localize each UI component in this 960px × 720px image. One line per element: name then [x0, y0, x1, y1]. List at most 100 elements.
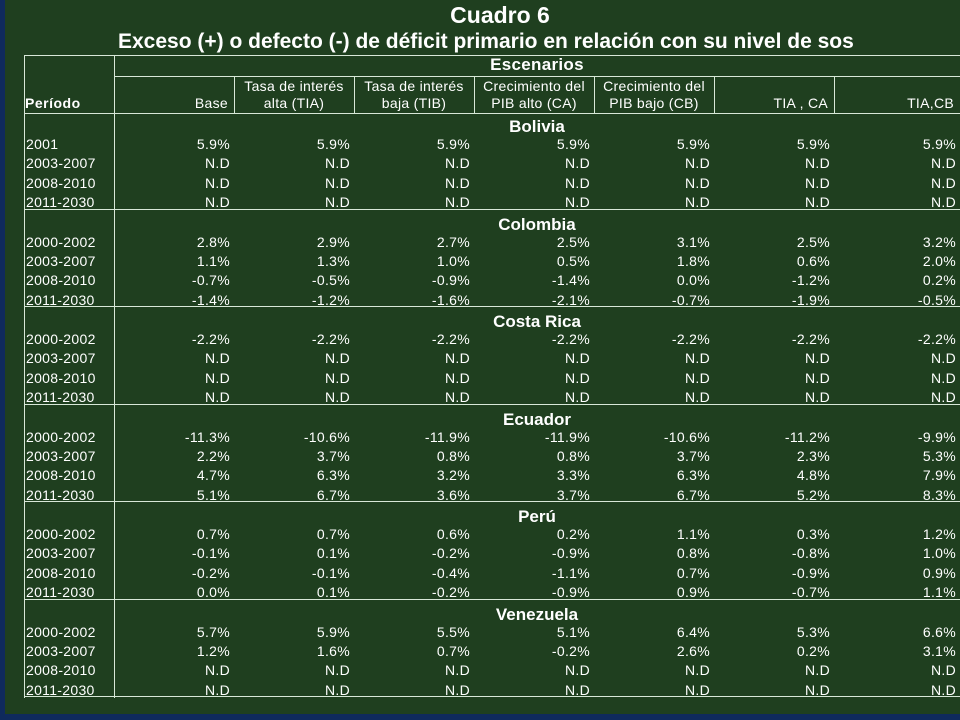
- value-cell: N.D: [564, 389, 590, 406]
- value-cell: -0.9%: [551, 545, 590, 562]
- value-cell: 8.3%: [922, 486, 956, 503]
- value-cell: -0.4%: [431, 564, 470, 581]
- value-cell: 4.7%: [196, 467, 230, 484]
- value-cell: -2.2%: [431, 331, 470, 347]
- period-cell: 2000-2002: [26, 331, 96, 347]
- value-cell: 0.9%: [676, 584, 710, 601]
- value-cell: N.D: [930, 194, 956, 211]
- value-cell: N.D: [930, 155, 956, 172]
- value-cell: -0.1%: [191, 545, 230, 562]
- column-header-line2: PIB bajo (CB): [609, 95, 699, 111]
- value-cell: -0.7%: [671, 291, 710, 308]
- value-cell: 5.9%: [556, 136, 590, 152]
- value-cell: -11.3%: [184, 428, 230, 445]
- value-cell: -0.5%: [311, 272, 350, 289]
- period-cell: 2011-2030: [26, 584, 95, 601]
- value-cell: 0.7%: [196, 526, 230, 542]
- value-cell: 1.2%: [922, 526, 956, 542]
- country-heading: Ecuador: [502, 409, 572, 429]
- value-cell: -0.7%: [191, 272, 230, 289]
- value-cell: -2.1%: [551, 291, 590, 308]
- value-cell: N.D: [684, 389, 710, 406]
- value-cell: N.D: [564, 369, 590, 386]
- value-cell: N.D: [324, 194, 350, 211]
- period-cell: 2011-2030: [26, 194, 95, 211]
- value-cell: 5.2%: [796, 486, 830, 503]
- value-cell: N.D: [444, 662, 470, 679]
- value-cell: 5.9%: [796, 136, 830, 152]
- value-cell: -0.9%: [431, 272, 470, 289]
- value-cell: 6.3%: [676, 467, 710, 484]
- header-bottom-border: [24, 113, 960, 114]
- value-cell: N.D: [804, 194, 830, 211]
- value-cell: 6.6%: [922, 623, 956, 640]
- value-cell: 0.7%: [676, 564, 710, 581]
- value-cell: N.D: [684, 194, 710, 211]
- value-cell: N.D: [204, 350, 230, 367]
- value-cell: 3.3%: [556, 467, 590, 484]
- value-cell: 2.5%: [796, 233, 830, 250]
- section-separator: [24, 209, 960, 210]
- value-cell: N.D: [324, 155, 350, 172]
- period-cell: 2001: [26, 136, 59, 152]
- column-header-line2: baja (TIB): [381, 95, 447, 111]
- value-cell: 5.1%: [556, 623, 590, 640]
- period-cell: 2003-2007: [26, 252, 96, 269]
- value-cell: -2.2%: [917, 331, 956, 347]
- value-cell: -0.9%: [791, 564, 830, 581]
- value-cell: 1.1%: [922, 584, 956, 601]
- value-cell: 0.1%: [316, 584, 350, 601]
- value-cell: 7.9%: [922, 467, 956, 484]
- value-cell: N.D: [804, 662, 830, 679]
- value-cell: 5.3%: [796, 623, 830, 640]
- table-subtitle: Exceso (+) o defecto (-) de déficit prim…: [118, 30, 854, 53]
- value-cell: N.D: [444, 155, 470, 172]
- period-cell: 2008-2010: [26, 662, 96, 679]
- period-cell: 2011-2030: [26, 389, 95, 406]
- value-cell: N.D: [204, 662, 230, 679]
- value-cell: 5.9%: [316, 623, 350, 640]
- value-cell: 0.0%: [676, 272, 710, 289]
- value-cell: -11.2%: [784, 428, 830, 445]
- value-cell: N.D: [804, 350, 830, 367]
- period-cell: 2000-2002: [26, 233, 96, 250]
- value-cell: 0.2%: [922, 272, 956, 289]
- value-cell: -0.5%: [917, 291, 956, 308]
- period-cell: 2003-2007: [26, 642, 96, 659]
- value-cell: -0.8%: [791, 545, 830, 562]
- header-col-divider: [834, 77, 835, 113]
- value-cell: N.D: [444, 389, 470, 406]
- value-cell: 6.4%: [676, 623, 710, 640]
- value-cell: 3.1%: [676, 233, 710, 250]
- value-cell: 5.9%: [922, 136, 956, 152]
- value-cell: -1.2%: [311, 291, 350, 308]
- value-cell: N.D: [804, 174, 830, 191]
- table-top-border: [24, 55, 960, 56]
- period-cell: 2008-2010: [26, 564, 96, 581]
- value-cell: 0.8%: [556, 447, 590, 464]
- value-cell: 0.8%: [436, 447, 470, 464]
- header-col-divider: [714, 77, 715, 113]
- value-cell: -0.1%: [311, 564, 350, 581]
- value-cell: 5.9%: [676, 136, 710, 152]
- section-separator: [24, 696, 960, 697]
- column-header-line2: Base: [194, 95, 228, 111]
- value-cell: 0.3%: [796, 526, 830, 542]
- value-cell: -11.9%: [424, 428, 470, 445]
- value-cell: 2.9%: [316, 233, 350, 250]
- value-cell: N.D: [564, 194, 590, 211]
- value-cell: -2.2%: [791, 331, 830, 347]
- value-cell: N.D: [444, 369, 470, 386]
- country-heading: Venezuela: [495, 604, 579, 624]
- value-cell: -0.2%: [431, 584, 470, 601]
- period-cell: 2003-2007: [26, 350, 96, 367]
- value-cell: N.D: [444, 194, 470, 211]
- column-header-line2: TIA , CA: [773, 95, 828, 111]
- value-cell: N.D: [564, 155, 590, 172]
- value-cell: N.D: [204, 681, 230, 698]
- value-cell: 5.9%: [316, 136, 350, 152]
- column-header-line1: Tasa de interés: [364, 78, 464, 94]
- value-cell: 5.1%: [196, 486, 230, 503]
- value-cell: 0.6%: [436, 526, 470, 542]
- header-col-divider: [234, 77, 235, 113]
